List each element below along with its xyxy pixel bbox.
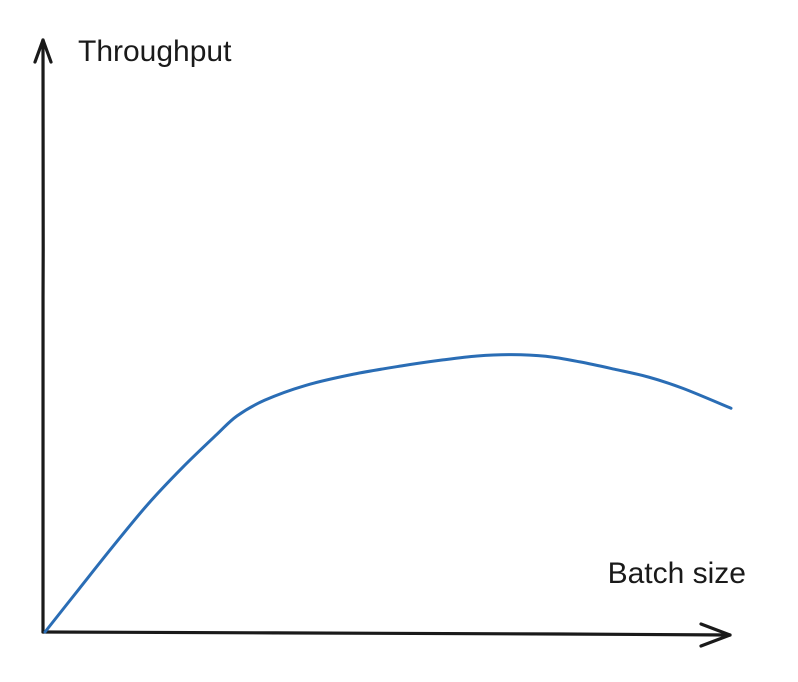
axes (33, 38, 732, 648)
x-axis-line (41, 630, 732, 637)
series-line-0 (43, 353, 733, 634)
x-axis-arrowhead (699, 622, 732, 648)
y-axis-label: Throughput (78, 35, 232, 68)
x-axis-label: Batch size (608, 557, 746, 590)
y-axis-arrowhead (33, 38, 53, 64)
series-layer (43, 353, 733, 634)
